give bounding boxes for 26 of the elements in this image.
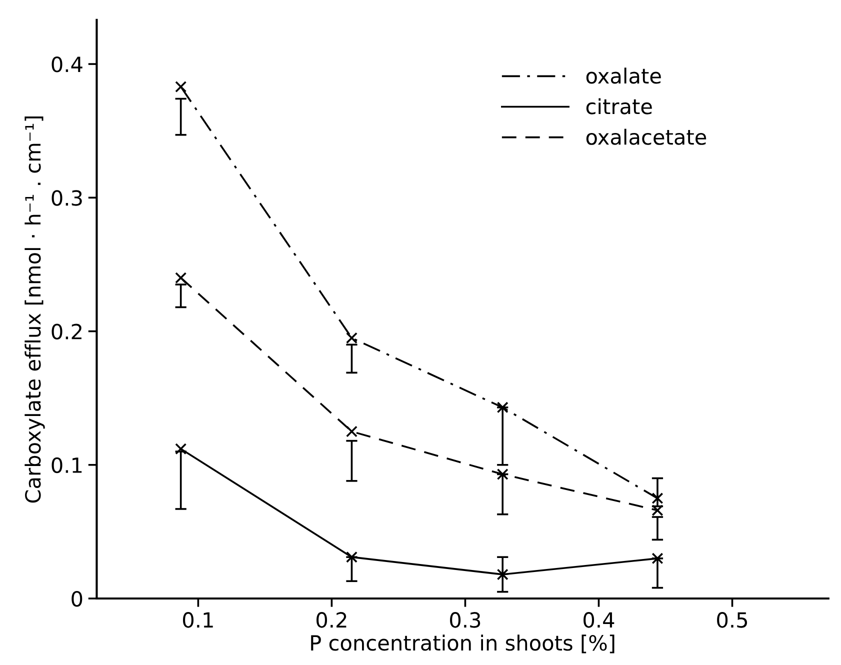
point (652, 552, 664, 564)
y-tick-label: 0.4 (52, 56, 82, 72)
y-tick-label: 0 (72, 590, 82, 607)
legend-label: oxalacetate (586, 128, 706, 145)
point (496, 468, 508, 480)
point (496, 402, 508, 414)
point (652, 492, 664, 504)
x-tick-label: 0.2 (316, 612, 346, 628)
legend-label: citrate (586, 98, 652, 114)
point (175, 443, 187, 455)
x-tick-label: 0.4 (584, 612, 614, 628)
point (496, 568, 508, 580)
legend-label: oxalate (586, 68, 661, 84)
x-tick-label: 0.3 (450, 612, 480, 628)
x-axis-title: P concentration in shoots [%] (311, 634, 614, 654)
point (346, 332, 358, 344)
point (346, 426, 358, 438)
y-axis-title: Carboxylate efflux [nmol · h⁻¹ . cm⁻¹] (24, 116, 45, 503)
point (175, 272, 187, 284)
x-tick-label: 0.5 (717, 612, 747, 628)
y-tick-label: 0.3 (52, 190, 82, 206)
x-tick-label: 0.1 (182, 612, 213, 628)
y-tick-label: 0.1 (52, 457, 82, 474)
point (346, 551, 358, 563)
y-tick-label: 0.2 (52, 324, 82, 340)
point (175, 80, 187, 93)
